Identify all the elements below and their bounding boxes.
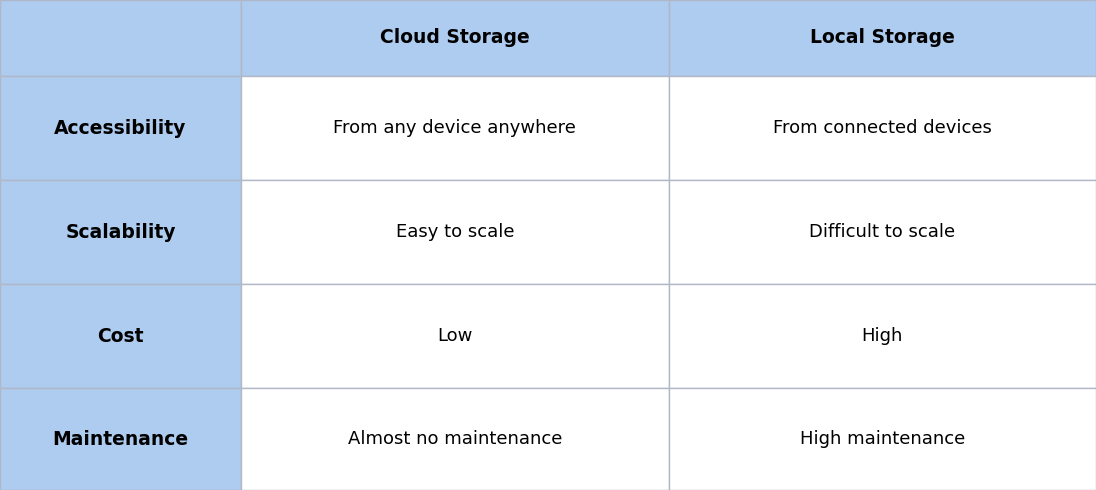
Text: From any device anywhere: From any device anywhere	[333, 119, 576, 137]
Bar	[669, 388, 1096, 490]
Bar	[241, 76, 669, 180]
Bar	[669, 0, 1096, 76]
Text: Cloud Storage: Cloud Storage	[380, 28, 529, 48]
Text: High: High	[861, 327, 903, 345]
Text: Cost: Cost	[98, 327, 144, 346]
Bar	[0, 76, 241, 180]
Bar	[241, 284, 669, 388]
Bar	[0, 180, 241, 284]
Text: Easy to scale: Easy to scale	[396, 223, 514, 241]
Text: Almost no maintenance: Almost no maintenance	[347, 430, 562, 448]
Text: High maintenance: High maintenance	[800, 430, 964, 448]
Bar	[669, 284, 1096, 388]
Text: Accessibility: Accessibility	[55, 119, 186, 138]
Bar	[669, 180, 1096, 284]
Bar	[669, 76, 1096, 180]
Bar	[241, 0, 669, 76]
Text: Difficult to scale: Difficult to scale	[809, 223, 956, 241]
Text: Low: Low	[437, 327, 472, 345]
Bar	[0, 284, 241, 388]
Bar	[0, 0, 241, 76]
Text: Scalability: Scalability	[66, 222, 175, 242]
Bar	[241, 388, 669, 490]
Text: Local Storage: Local Storage	[810, 28, 955, 48]
Bar	[0, 388, 241, 490]
Text: Maintenance: Maintenance	[53, 430, 189, 449]
Bar	[241, 180, 669, 284]
Text: From connected devices: From connected devices	[773, 119, 992, 137]
